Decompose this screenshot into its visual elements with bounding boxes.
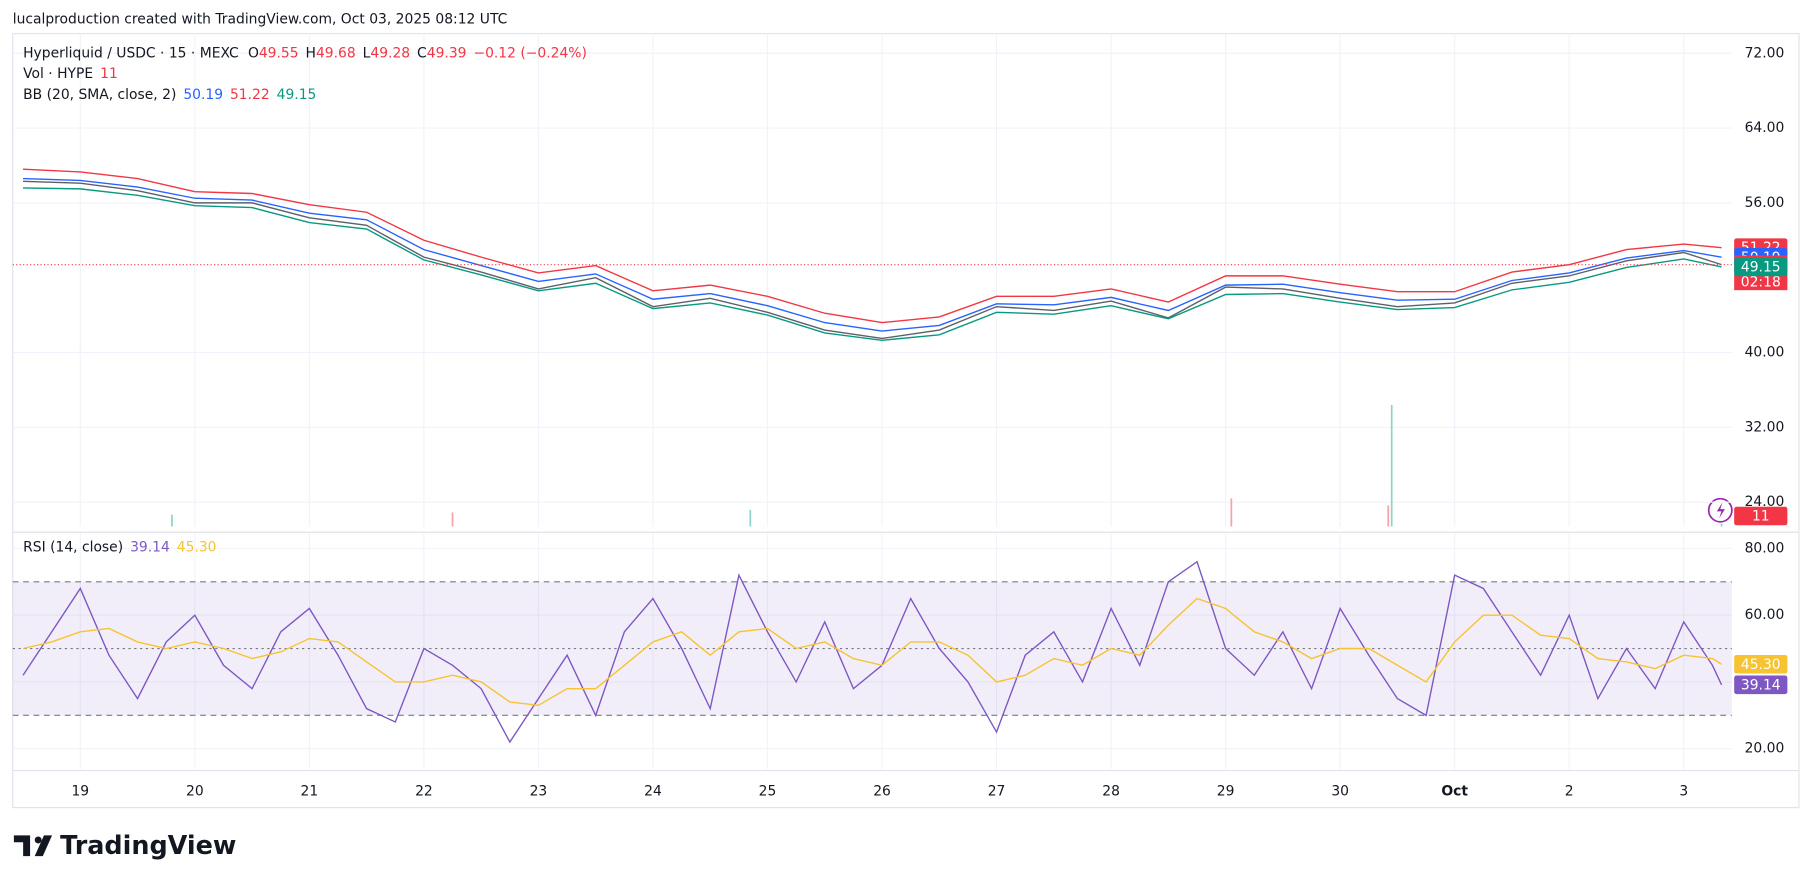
volume-bar [1230, 498, 1233, 527]
ohlc-label: L [363, 45, 371, 61]
ohlc-label: O [248, 45, 259, 61]
y-tick-label: 32.00 [1745, 419, 1785, 435]
x-tick-label: 27 [988, 783, 1006, 799]
y-tick-label: 60.00 [1745, 607, 1785, 623]
volume-bar [749, 510, 752, 527]
y-tick-label: 80.00 [1745, 540, 1785, 556]
volume-bar [171, 514, 173, 527]
x-tick-label: 29 [1217, 783, 1235, 799]
series-line [22, 168, 1722, 324]
volume-bar [1720, 523, 1723, 527]
last-value-tag-bg [1734, 257, 1788, 277]
series-line [23, 187, 1722, 342]
series-line [22, 177, 1722, 332]
x-tick-label: 2 [1565, 783, 1574, 799]
volume-bar [1390, 404, 1393, 527]
x-tick-label: 25 [759, 783, 777, 799]
ohlc-value: 49.68 [316, 45, 356, 61]
ohlc-label: H [306, 45, 316, 61]
bb-name: BB (20, SMA, close, 2) [23, 87, 176, 103]
x-tick-label: 24 [644, 783, 662, 799]
last-value-tag: 39.14 [1741, 677, 1781, 693]
rsi-legend: RSI (14, close) 39.14 45.30 [23, 539, 216, 555]
volume-bar [1387, 505, 1390, 527]
legend: Hyperliquid / USDC · 15 · MEXC O49.55 H49.… [23, 45, 587, 555]
ohlc-value: 49.28 [370, 45, 410, 61]
rsi-value: 39.14 [130, 539, 170, 555]
volume-value: 11 [100, 66, 118, 82]
credit: lucalproduction created with TradingView… [13, 12, 508, 28]
rsi-band [12, 581, 1732, 716]
countdown: 02:18 [1741, 275, 1781, 291]
countdown-bg [1734, 273, 1788, 291]
x-tick-label: 30 [1331, 783, 1349, 799]
ohlc-label: C [417, 45, 427, 61]
change: −0.12 (−0.24%) [473, 45, 586, 61]
y-tick-label: 72.00 [1745, 45, 1785, 61]
logo: TradingView [13, 831, 236, 861]
last-value-tag-bg [1734, 675, 1788, 695]
symbol: Hyperliquid / USDC · 15 · MEXC [23, 45, 239, 61]
ohlc-value: 49.39 [427, 45, 467, 61]
x-tick-label: 23 [530, 783, 548, 799]
ohlc-value: 49.55 [259, 45, 299, 61]
y-tick-label: 64.00 [1745, 120, 1785, 136]
y-tick-label: 40.00 [1745, 345, 1785, 361]
y-tick-label: 56.00 [1745, 195, 1785, 211]
ohlc: O49.55 H49.68 L49.28 C49.39 [248, 45, 467, 61]
volume-bar [451, 512, 454, 527]
volume-tag-bg [1734, 506, 1788, 526]
x-tick-label: 28 [1102, 783, 1120, 799]
x-tick-label: 21 [301, 783, 319, 799]
last-value-tag: 45.30 [1741, 657, 1781, 673]
x-tick-label: 26 [873, 783, 891, 799]
brand: TradingView [60, 831, 236, 861]
bb-upper: 51.22 [230, 87, 270, 103]
series-line [22, 180, 1722, 340]
bb-lower: 49.15 [277, 87, 317, 103]
x-tick-label: 20 [186, 783, 204, 799]
x-tick-label: 19 [71, 783, 89, 799]
alert-icon[interactable] [1707, 497, 1733, 523]
symbol-line: Hyperliquid / USDC · 15 · MEXC O49.55 H49.… [23, 45, 587, 61]
bb-basis: 50.19 [183, 87, 223, 103]
x-tick-label: 3 [1679, 783, 1688, 799]
volume-name: Vol · HYPE [23, 66, 93, 82]
rsi-name: RSI (14, close) [23, 539, 123, 555]
bb-legend: BB (20, SMA, close, 2) 50.19 51.22 49.15 [23, 87, 316, 103]
series-line [22, 597, 1722, 707]
x-tick-label: Oct [1441, 783, 1468, 799]
frame [12, 33, 1800, 809]
x-tick-label: 22 [415, 783, 433, 799]
rsi-ma-value: 45.30 [177, 539, 217, 555]
y-tick-label: 20.00 [1745, 741, 1785, 757]
last-value-tag: 49.15 [1741, 260, 1781, 276]
volume-tag: 11 [1752, 509, 1770, 525]
y-tick-label: 24.00 [1745, 494, 1785, 510]
last-value-tag-bg [1734, 654, 1788, 674]
volume-legend: Vol · HYPE 11 [23, 66, 118, 82]
